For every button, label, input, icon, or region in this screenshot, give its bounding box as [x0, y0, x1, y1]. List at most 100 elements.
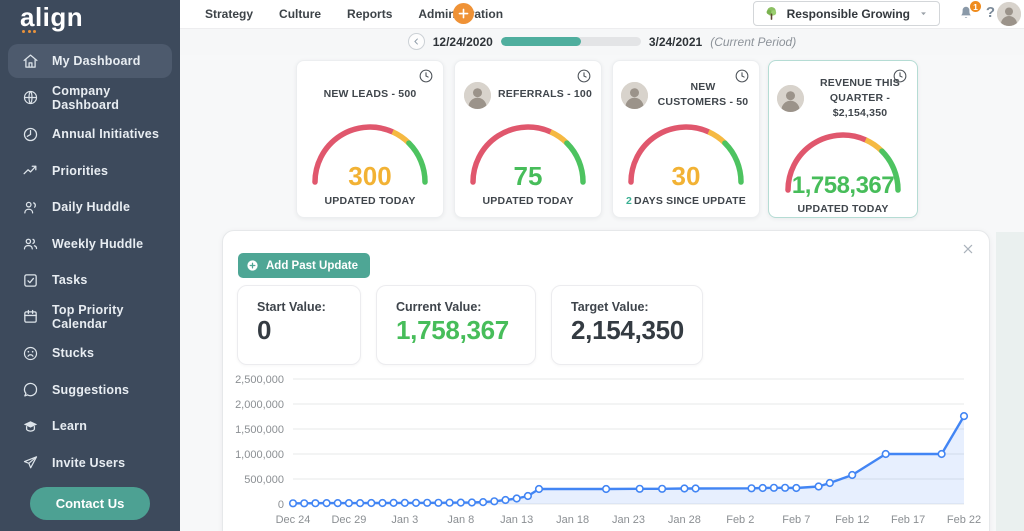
stat-label: Current Value: — [396, 300, 482, 314]
sidebar-item-label: Learn — [52, 419, 88, 433]
svg-text:Jan 3: Jan 3 — [391, 514, 418, 526]
globe-icon — [22, 89, 39, 106]
paper-plane-icon — [22, 454, 39, 471]
progress-chart: 0 500,000 1,000,000 1,500,000 2,000,000 2,500… — [235, 374, 981, 526]
plus-circle-icon — [245, 258, 260, 273]
kpi-card[interactable]: REVENUE THIS QUARTER - $2,154,350 1,758,… — [768, 60, 918, 218]
kpi-title-row: REFERRALS - 100 — [455, 76, 601, 114]
topbar: StrategyCultureReportsAdministration Res… — [180, 0, 1024, 29]
bell-icon — [957, 3, 975, 21]
stat-card-target: Target Value: 2,154,350 — [551, 285, 703, 365]
kpi-title-row: NEW CUSTOMERS - 50 — [613, 76, 759, 114]
sidebar-item-stucks[interactable]: Stucks — [8, 336, 172, 370]
kpi-card[interactable]: NEW LEADS - 500 300 UPDATED TODAY — [296, 60, 444, 218]
sidebar-item-tasks[interactable]: Tasks — [8, 263, 172, 297]
sidebar-item-learn[interactable]: Learn — [8, 409, 172, 443]
kpi-gauge: 30 — [621, 116, 751, 191]
contact-us-button[interactable]: Contact Us — [30, 487, 150, 520]
sidebar-item-label: Priorities — [52, 163, 109, 178]
sidebar-item-label: Tasks — [52, 273, 88, 287]
kpi-card[interactable]: REFERRALS - 100 75 UPDATED TODAY — [454, 60, 602, 218]
stat-label: Start Value: — [257, 300, 326, 314]
kpi-gauge: 1,758,367 — [778, 124, 908, 199]
align-logo: align — [0, 0, 180, 36]
kpi-title: REFERRALS - 100 — [497, 88, 593, 101]
stat-card-start: Start Value: 0 — [237, 285, 361, 365]
sidebar-item-label: Suggestions — [52, 382, 130, 397]
sidebar-item-company-dashboard[interactable]: Company Dashboard — [8, 81, 172, 115]
owner-avatar — [621, 81, 648, 109]
sidebar-item-label: Invite Users — [52, 455, 126, 470]
kpi-title-row: NEW LEADS - 500 — [297, 76, 443, 114]
sidebar-item-weekly-huddle[interactable]: Weekly Huddle — [8, 227, 172, 261]
people-icon — [22, 199, 39, 216]
kpi-card[interactable]: NEW CUSTOMERS - 50 30 2 DAYS SINCE UPDATE — [612, 60, 760, 218]
stats-row: Start Value: 0 Current Value: 1,758,367 Ta… — [237, 285, 703, 365]
svg-text:Jan 28: Jan 28 — [668, 514, 701, 526]
nav-reports[interactable]: Reports — [347, 7, 393, 21]
chevron-left-icon[interactable] — [407, 33, 425, 50]
team-selector[interactable]: Responsible Growing — [752, 1, 940, 26]
sidebar-item-suggestions[interactable]: Suggestions — [8, 373, 172, 407]
sidebar-item-daily-huddle[interactable]: Daily Huddle — [8, 190, 172, 224]
period-start-date: 12/24/2020 — [432, 34, 493, 49]
sidebar-item-top-priority-calendar[interactable]: Top Priority Calendar — [8, 300, 172, 334]
sidebar-menu: My Dashboard Company Dashboard Annual Init… — [0, 44, 180, 480]
close-icon[interactable] — [960, 241, 976, 257]
clock-icon — [734, 68, 750, 84]
sidebar-item-label: Stucks — [52, 346, 95, 360]
sidebar-item-label: Company Dashboard — [52, 83, 120, 112]
stat-card-current: Current Value: 1,758,367 — [376, 285, 536, 365]
sidebar-item-priorities[interactable]: Priorities — [8, 154, 172, 188]
nav-strategy[interactable]: Strategy — [205, 7, 254, 21]
user-avatar[interactable] — [997, 2, 1021, 26]
background-strip — [996, 232, 1024, 531]
kpi-status: UPDATED TODAY — [797, 202, 889, 215]
owner-avatar — [463, 81, 491, 109]
period-note: (Current Period) — [710, 34, 797, 49]
top-nav: StrategyCultureReportsAdministration — [205, 0, 503, 28]
sidebar-item-annual-initiatives[interactable]: Annual Initiatives — [8, 117, 172, 151]
sidebar-item-label: Annual Initiatives — [52, 127, 160, 141]
svg-text:500,000: 500,000 — [244, 474, 284, 486]
svg-text:Jan 8: Jan 8 — [447, 514, 474, 526]
svg-text:Jan 13: Jan 13 — [500, 514, 533, 526]
team-selector-label: Responsible Growing — [786, 6, 910, 21]
svg-text:Feb 12: Feb 12 — [835, 514, 869, 526]
sidebar-item-label: Daily Huddle — [52, 200, 131, 214]
stat-value: 0 — [257, 315, 272, 345]
clock-pie-icon — [22, 126, 39, 143]
stat-value: 1,758,367 — [396, 315, 509, 345]
notifications-button[interactable]: 1 — [957, 0, 982, 23]
notification-badge: 1 — [969, 0, 982, 13]
add-past-update-button[interactable]: Add Past Update — [238, 253, 371, 278]
kpi-value: 300 — [348, 161, 392, 191]
nav-culture[interactable]: Culture — [279, 7, 322, 21]
clock-icon — [418, 68, 434, 84]
clock-icon — [892, 68, 908, 84]
svg-text:0: 0 — [278, 499, 284, 511]
chevron-down-icon — [917, 7, 930, 20]
calendar-icon — [22, 308, 39, 325]
sidebar-item-my-dashboard[interactable]: My Dashboard — [8, 44, 172, 78]
svg-text:Jan 23: Jan 23 — [612, 514, 645, 526]
kpi-title-row: REVENUE THIS QUARTER - $2,154,350 — [769, 76, 917, 122]
chart-area: 0 500,000 1,000,000 1,500,000 2,000,000 2,500… — [223, 369, 991, 531]
people-group-icon — [22, 235, 39, 252]
kpi-value: 30 — [671, 161, 701, 191]
kpi-status: UPDATED TODAY — [324, 195, 416, 207]
svg-text:Jan 18: Jan 18 — [556, 514, 589, 526]
logo-dots-icon — [22, 30, 36, 33]
sidebar-item-invite-users[interactable]: Invite Users — [8, 446, 172, 480]
svg-text:Dec 29: Dec 29 — [331, 514, 366, 526]
graduation-cap-icon — [22, 418, 39, 435]
task-check-icon — [22, 272, 39, 289]
plus-icon[interactable] — [453, 3, 474, 24]
metric-detail-panel: Add Past Update Start Value: 0 Current Va… — [222, 230, 990, 531]
owner-avatar — [777, 85, 804, 113]
help-button[interactable]: ? — [985, 4, 995, 21]
kpi-title: NEW CUSTOMERS - 50 — [657, 80, 749, 108]
sidebar-item-label: My Dashboard — [52, 54, 141, 68]
kpi-value: 75 — [513, 161, 543, 191]
